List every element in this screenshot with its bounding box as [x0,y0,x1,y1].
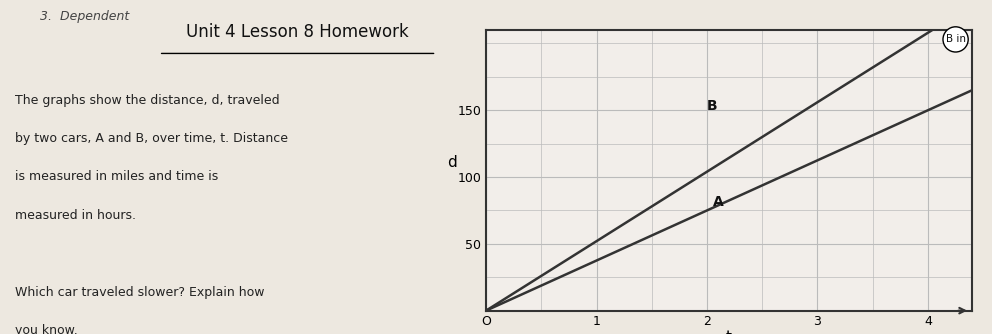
Text: Unit 4 Lesson 8 Homework: Unit 4 Lesson 8 Homework [186,23,409,41]
Text: B in: B in [945,34,965,44]
Text: by two cars, A and B, over time, t. Distance: by two cars, A and B, over time, t. Dist… [15,132,288,145]
Y-axis label: d: d [447,155,456,170]
Text: The graphs show the distance, d, traveled: The graphs show the distance, d, travele… [15,94,280,107]
Text: A: A [712,195,723,209]
Text: measured in hours.: measured in hours. [15,209,136,222]
Text: you know.: you know. [15,324,77,334]
Text: B: B [707,99,717,113]
Text: is measured in miles and time is: is measured in miles and time is [15,170,218,183]
Text: Which car traveled slower? Explain how: Which car traveled slower? Explain how [15,286,265,299]
X-axis label: t: t [726,330,732,334]
Text: 3.  Dependent: 3. Dependent [40,10,129,23]
